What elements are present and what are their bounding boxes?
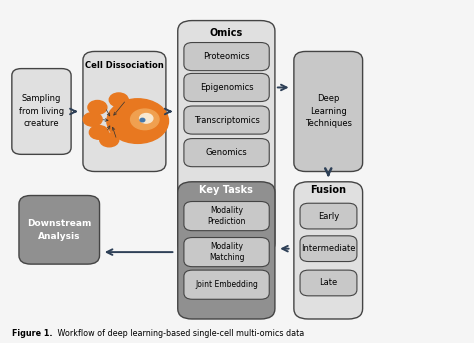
Text: Deep
Learning
Techniques: Deep Learning Techniques xyxy=(305,94,352,129)
Circle shape xyxy=(88,100,107,114)
FancyBboxPatch shape xyxy=(178,21,275,254)
Circle shape xyxy=(140,118,145,122)
Text: Proteomics: Proteomics xyxy=(203,52,250,61)
FancyBboxPatch shape xyxy=(294,182,363,319)
Text: Figure 1.: Figure 1. xyxy=(12,329,52,338)
FancyBboxPatch shape xyxy=(184,201,269,230)
Text: Late: Late xyxy=(319,279,337,287)
FancyBboxPatch shape xyxy=(300,203,357,229)
Text: Omics: Omics xyxy=(210,27,243,38)
Circle shape xyxy=(130,109,159,130)
FancyBboxPatch shape xyxy=(178,182,275,319)
Text: Fusion: Fusion xyxy=(310,185,346,196)
FancyBboxPatch shape xyxy=(184,106,269,134)
FancyBboxPatch shape xyxy=(12,69,71,154)
FancyBboxPatch shape xyxy=(184,43,269,71)
Text: Early: Early xyxy=(318,212,339,221)
FancyBboxPatch shape xyxy=(184,270,269,299)
Text: Modality
Matching: Modality Matching xyxy=(209,242,244,262)
FancyBboxPatch shape xyxy=(184,237,269,267)
Circle shape xyxy=(83,113,102,126)
Circle shape xyxy=(89,126,108,139)
FancyBboxPatch shape xyxy=(300,270,357,296)
Text: Genomics: Genomics xyxy=(206,148,247,157)
Text: Transcriptomics: Transcriptomics xyxy=(194,116,259,125)
FancyBboxPatch shape xyxy=(83,51,166,172)
FancyBboxPatch shape xyxy=(184,73,269,102)
Text: Epigenomics: Epigenomics xyxy=(200,83,254,92)
FancyBboxPatch shape xyxy=(19,196,100,264)
Circle shape xyxy=(109,93,128,107)
Text: Joint Embedding: Joint Embedding xyxy=(195,280,258,289)
Text: Sampling
from living
creature: Sampling from living creature xyxy=(19,94,64,129)
Text: Downstream
Analysis: Downstream Analysis xyxy=(27,219,91,240)
Text: Modality
Prediction: Modality Prediction xyxy=(208,206,246,226)
Circle shape xyxy=(100,133,118,147)
FancyBboxPatch shape xyxy=(294,51,363,172)
Text: Intermediate: Intermediate xyxy=(301,244,356,253)
Circle shape xyxy=(139,114,153,123)
Text: Cell Dissociation: Cell Dissociation xyxy=(85,61,164,70)
FancyBboxPatch shape xyxy=(300,236,357,261)
FancyBboxPatch shape xyxy=(184,139,269,167)
Circle shape xyxy=(107,99,169,143)
Text: Workflow of deep learning-based single-cell multi-omics data: Workflow of deep learning-based single-c… xyxy=(55,329,304,338)
Text: Key Tasks: Key Tasks xyxy=(200,185,253,196)
